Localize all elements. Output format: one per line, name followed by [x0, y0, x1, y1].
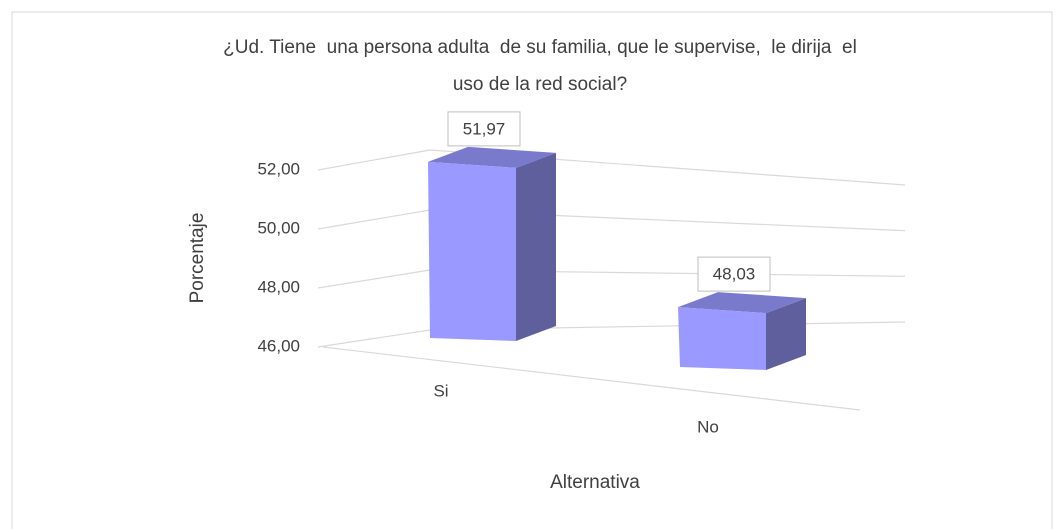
chart-title: uso de la red social? — [453, 74, 627, 95]
x-tick-label: Si — [433, 381, 448, 400]
bar — [428, 161, 516, 341]
floor-edge — [322, 346, 861, 411]
bar-top — [428, 146, 556, 168]
bar-top — [678, 292, 806, 314]
value-label-box — [447, 111, 521, 147]
y-tick-label: 46,00 — [257, 336, 300, 355]
chart-title: ¿Ud. Tiene una persona adulta de su fami… — [223, 37, 857, 58]
y-tick-label: 52,00 — [257, 159, 300, 178]
value-label: 51,97 — [463, 119, 506, 138]
x-tick-label: No — [697, 417, 719, 436]
x-axis-label: Alternativa — [550, 472, 640, 493]
y-tick-label: 48,00 — [257, 277, 300, 296]
value-label-box — [697, 256, 771, 292]
y-axis-label: Porcentaje — [187, 213, 208, 304]
bar-side — [766, 298, 806, 370]
grid-line — [317, 149, 906, 186]
bar-side — [516, 152, 556, 341]
y-tick-label: 50,00 — [257, 218, 300, 237]
bar — [678, 307, 766, 370]
value-label: 48,03 — [713, 265, 756, 284]
